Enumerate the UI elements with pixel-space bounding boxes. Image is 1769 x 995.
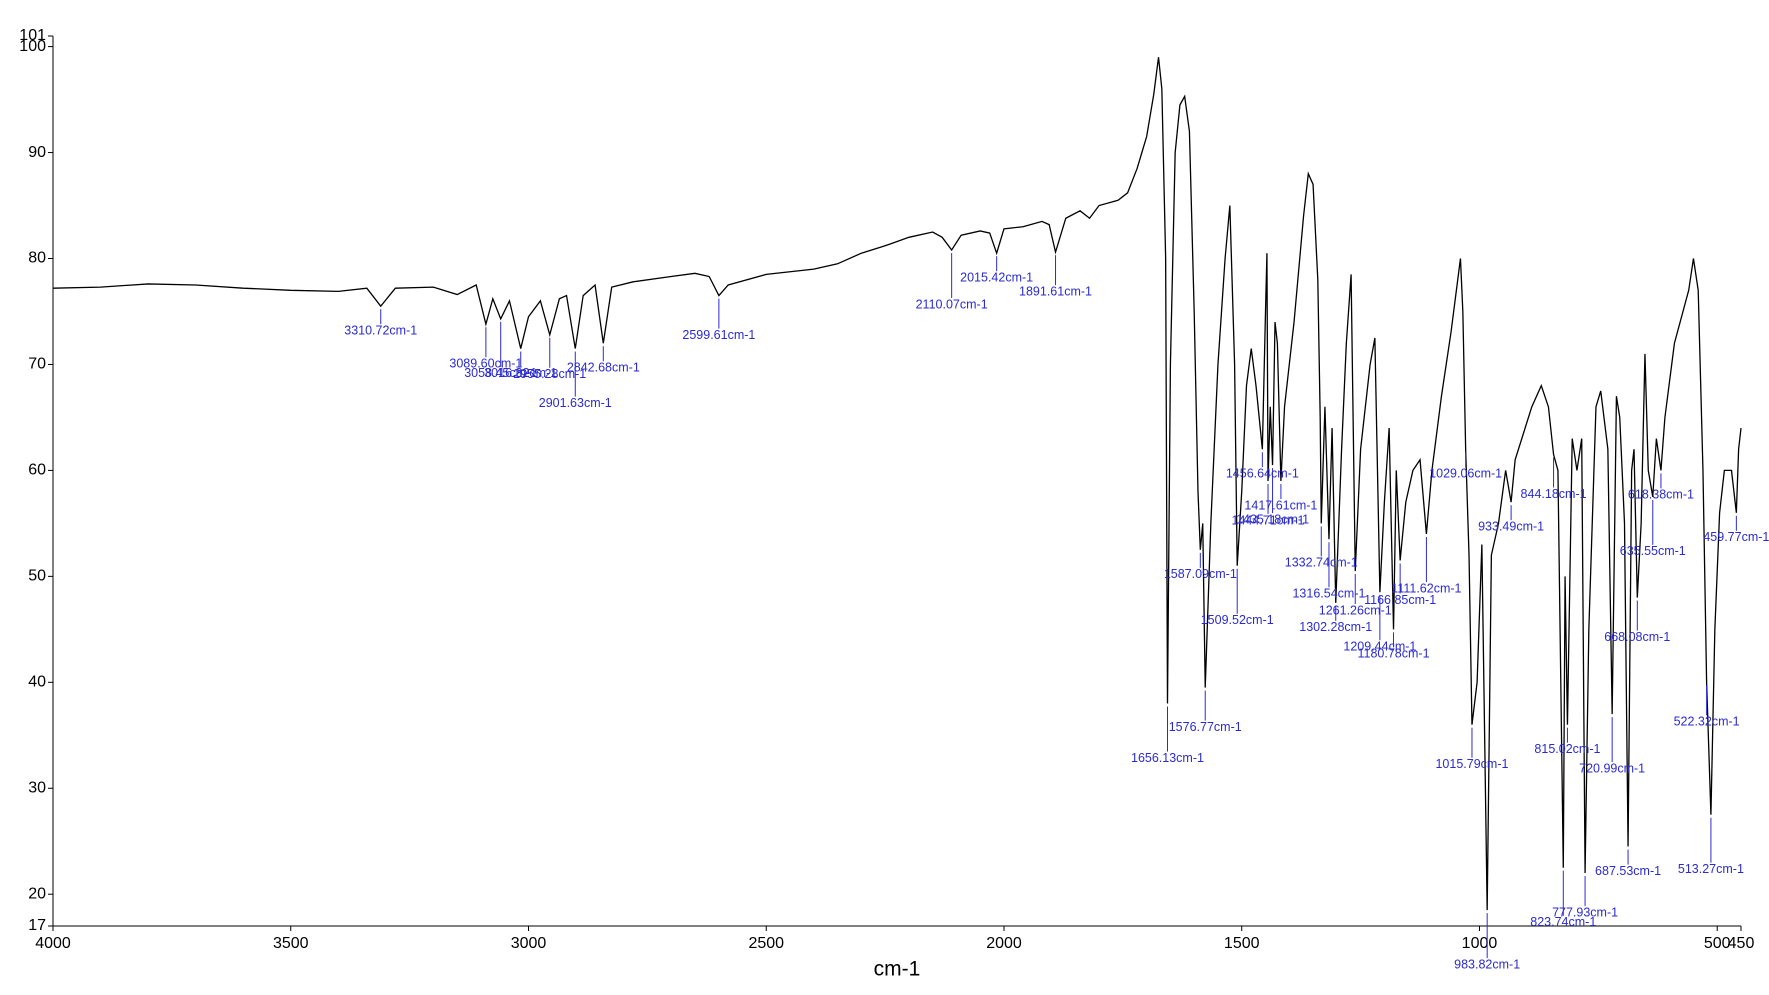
peak-label: 2955.28cm-1 (513, 367, 586, 381)
peak-label: 3058.45cm-1 (464, 366, 537, 380)
y-tick-label: 80 (28, 250, 46, 267)
peak-label: 1332.74cm-1 (1285, 556, 1358, 570)
peak-label: 720.99cm-1 (1579, 761, 1645, 775)
peak-label: 1166.85cm-1 (1364, 593, 1436, 607)
peak-label: 983.82cm-1 (1454, 957, 1520, 971)
peak-label: 777.93cm-1 (1552, 905, 1618, 919)
peak-label: 1015.79cm-1 (1435, 757, 1508, 771)
x-tick-label: 2000 (986, 935, 1022, 952)
y-tick-label: 20 (28, 885, 46, 902)
peak-label: 687.53cm-1 (1595, 864, 1661, 878)
peak-label: 1111.62cm-1 (1391, 581, 1461, 595)
peak-label: 522.32cm-1 (1674, 715, 1740, 729)
peak-label: 2599.61cm-1 (682, 328, 755, 342)
peak-label: 618.38cm-1 (1628, 488, 1694, 502)
x-tick-label: 450 (1728, 935, 1755, 952)
spectrum-line (52, 57, 1742, 911)
peak-label: 1209.44cm-1 (1343, 640, 1416, 654)
x-tick-label: 500 (1704, 935, 1731, 952)
peak-label: 513.27cm-1 (1678, 862, 1744, 876)
x-tick-label: 4000 (35, 935, 71, 952)
y-tick-label: 17 (28, 917, 46, 934)
peak-label: 815.02cm-1 (1534, 742, 1600, 756)
peak-label: 3310.72cm-1 (344, 323, 417, 337)
y-tick-label: 100 (19, 38, 46, 55)
peak-label: 933.49cm-1 (1478, 519, 1544, 533)
peak-label: 2015.42cm-1 (960, 270, 1033, 284)
peak-label: 1891.61cm-1 (1019, 284, 1092, 298)
x-tick-label: 3500 (273, 935, 309, 952)
x-axis-label: cm-1 (874, 958, 921, 981)
y-tick-label: 70 (28, 356, 46, 373)
peak-label: 1587.09cm-1 (1164, 567, 1237, 581)
peak-label: 1509.52cm-1 (1201, 613, 1274, 627)
peak-label: 3089.60cm-1 (449, 356, 522, 370)
peak-label: 844.18cm-1 (1521, 487, 1587, 501)
peak-label: 2110.07cm-1 (916, 297, 988, 311)
y-tick-label: 50 (28, 568, 46, 585)
peak-label: 1456.64cm-1 (1226, 467, 1299, 481)
peak-label: 1261.26cm-1 (1319, 603, 1392, 617)
peak-label: 1180.78cm-1 (1357, 647, 1429, 661)
x-tick-label: 3000 (511, 935, 547, 952)
peak-label: 668.08cm-1 (1604, 630, 1670, 644)
peak-label: 3016.32cm-1 (484, 366, 557, 380)
y-tick-label: 40 (28, 674, 46, 691)
peak-label: 2901.63cm-1 (539, 396, 612, 410)
peak-label: 2842.68cm-1 (567, 361, 640, 375)
peak-label: 1656.13cm-1 (1131, 751, 1204, 765)
peak-label: 1444.71cm-1 (1232, 513, 1305, 527)
x-tick-label: 2500 (748, 935, 784, 952)
peak-label: 1417.61cm-1 (1244, 498, 1317, 512)
y-tick-label: 30 (28, 779, 46, 796)
peak-label: 1316.54cm-1 (1292, 587, 1365, 601)
peak-label: 1302.28cm-1 (1299, 620, 1372, 634)
y-tick-label: 90 (28, 144, 46, 161)
peak-label: 1029.06cm-1 (1429, 467, 1502, 481)
x-tick-label: 1500 (1224, 935, 1260, 952)
x-tick-label: 1000 (1462, 935, 1498, 952)
peak-label: 635.55cm-1 (1620, 544, 1686, 558)
y-tick-label: 101 (19, 27, 46, 44)
peak-label: 1435.18cm-1 (1236, 512, 1309, 526)
peak-label: 1576.77cm-1 (1169, 720, 1242, 734)
peak-label: 823.74cm-1 (1530, 915, 1596, 929)
peak-label: 459.77cm-1 (1703, 530, 1769, 544)
y-tick-label: 60 (28, 462, 46, 479)
